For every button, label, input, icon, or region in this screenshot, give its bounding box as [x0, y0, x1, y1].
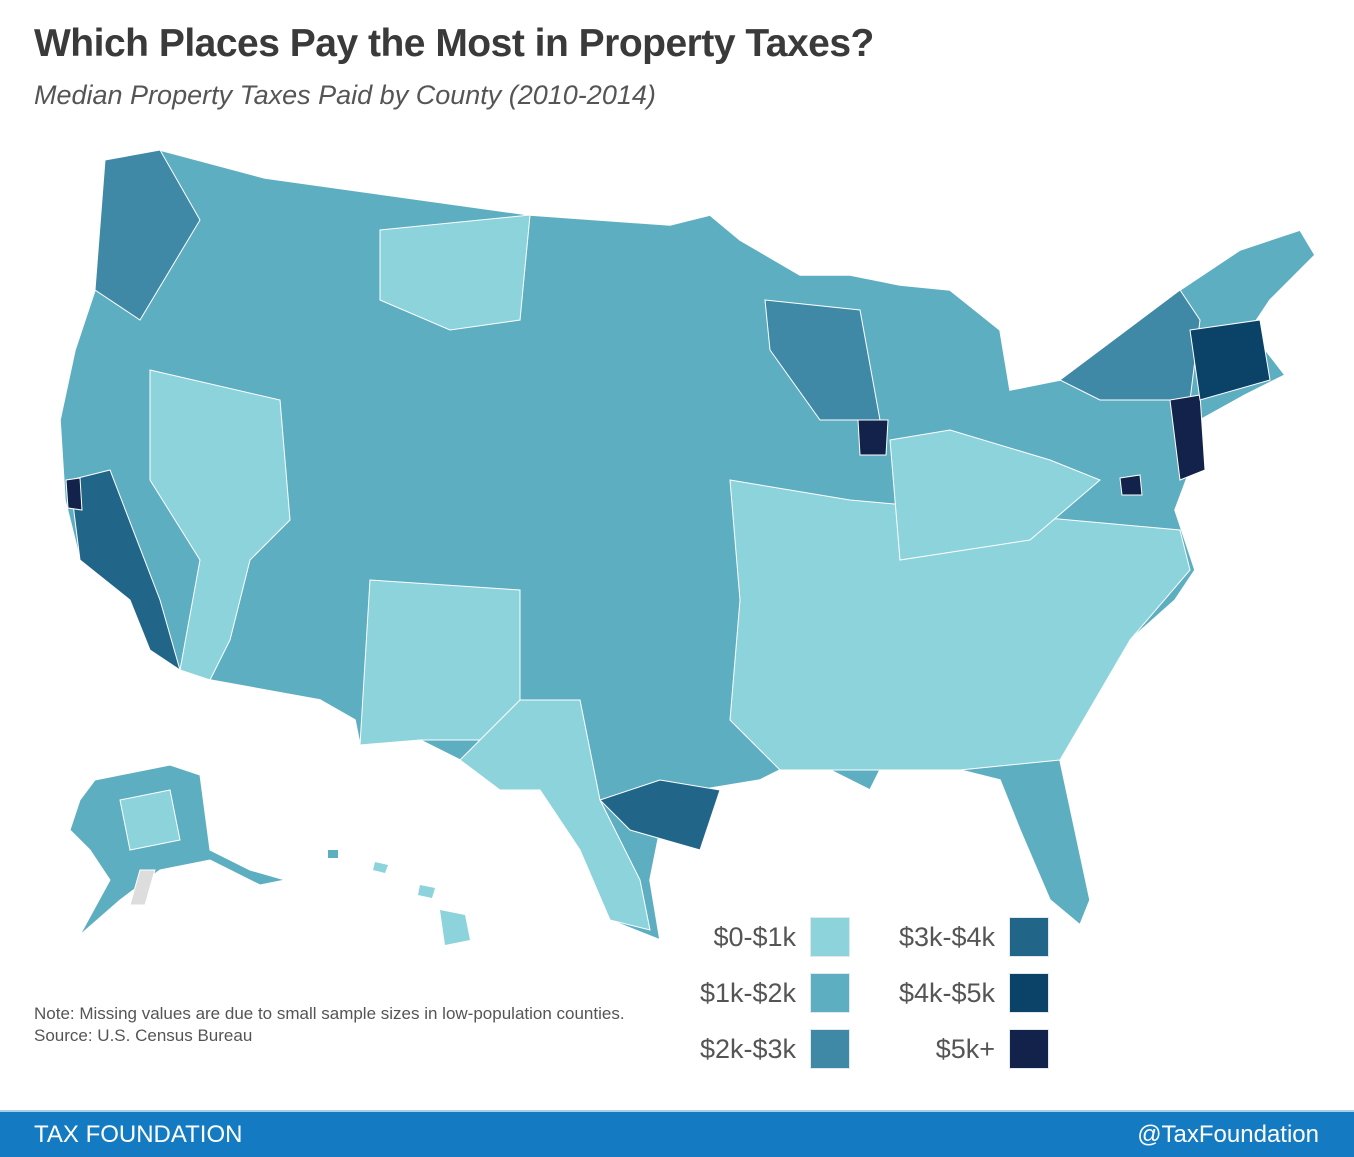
legend-swatch	[1009, 973, 1049, 1013]
legend-item: $5k+	[869, 1029, 1049, 1069]
region-low-south	[729, 479, 1191, 771]
lower-48	[59, 149, 1316, 942]
brand-name: TAX FOUNDATION	[34, 1121, 243, 1148]
page-subtitle: Median Property Taxes Paid by County (20…	[34, 80, 656, 110]
region-low-indiana-ky	[889, 429, 1101, 561]
hawaii-maui	[418, 885, 435, 898]
alaska	[69, 764, 286, 936]
region-top-newengland	[1189, 319, 1271, 401]
legend-swatch	[810, 917, 850, 957]
region-low-west	[149, 369, 291, 681]
legend-item: $3k-$4k	[869, 917, 1049, 957]
legend-swatch	[810, 1029, 850, 1069]
region-top-chicago	[857, 419, 889, 456]
legend-item: $2k-$3k	[670, 1029, 850, 1069]
region-top-nynj	[1169, 394, 1206, 481]
region-low-texas	[459, 699, 651, 931]
hawaii-oahu	[373, 862, 388, 873]
legend-label: $0-$1k	[713, 921, 796, 952]
legend-swatch	[810, 973, 850, 1013]
legend-label: $2k-$3k	[699, 1033, 796, 1064]
region-mid-pacific	[94, 149, 201, 321]
legend-item: $1k-$2k	[670, 973, 850, 1013]
footer: TAX FOUNDATION @TaxFoundation	[0, 1110, 1354, 1157]
region-mid-northeast	[1059, 289, 1201, 401]
region-top-bayarea	[65, 477, 83, 511]
page-title: Which Places Pay the Most in Property Ta…	[34, 22, 874, 65]
note: Note: Missing values are due to small sa…	[34, 1003, 644, 1047]
legend-swatch	[1009, 917, 1049, 957]
alaska-low	[119, 789, 181, 851]
alaska-missing	[129, 869, 156, 906]
region-low-southwest	[359, 579, 521, 746]
region-mid-wisconsin	[764, 299, 881, 421]
source-text: Source: U.S. Census Bureau	[34, 1026, 253, 1045]
region-low-plains	[379, 214, 531, 331]
twitter-handle[interactable]: @TaxFoundation	[1137, 1121, 1319, 1148]
legend-item: $0-$1k	[670, 917, 850, 957]
region-high-california	[69, 469, 181, 672]
legend-item: $4k-$5k	[869, 973, 1049, 1013]
hawaii-kauai	[328, 850, 338, 858]
alaska-shape	[69, 764, 286, 936]
legend-label: $4k-$5k	[898, 977, 995, 1008]
region-top-dc	[1119, 474, 1143, 496]
legend-swatch	[1009, 1029, 1049, 1069]
legend-label: $5k+	[935, 1033, 995, 1064]
region-high-texas	[599, 779, 721, 851]
hawaii-big-island	[440, 910, 470, 945]
note-text: Note: Missing values are due to small sa…	[34, 1004, 625, 1023]
legend-label: $1k-$2k	[699, 977, 796, 1008]
hawaii	[328, 850, 470, 945]
legend-label: $3k-$4k	[898, 921, 995, 952]
